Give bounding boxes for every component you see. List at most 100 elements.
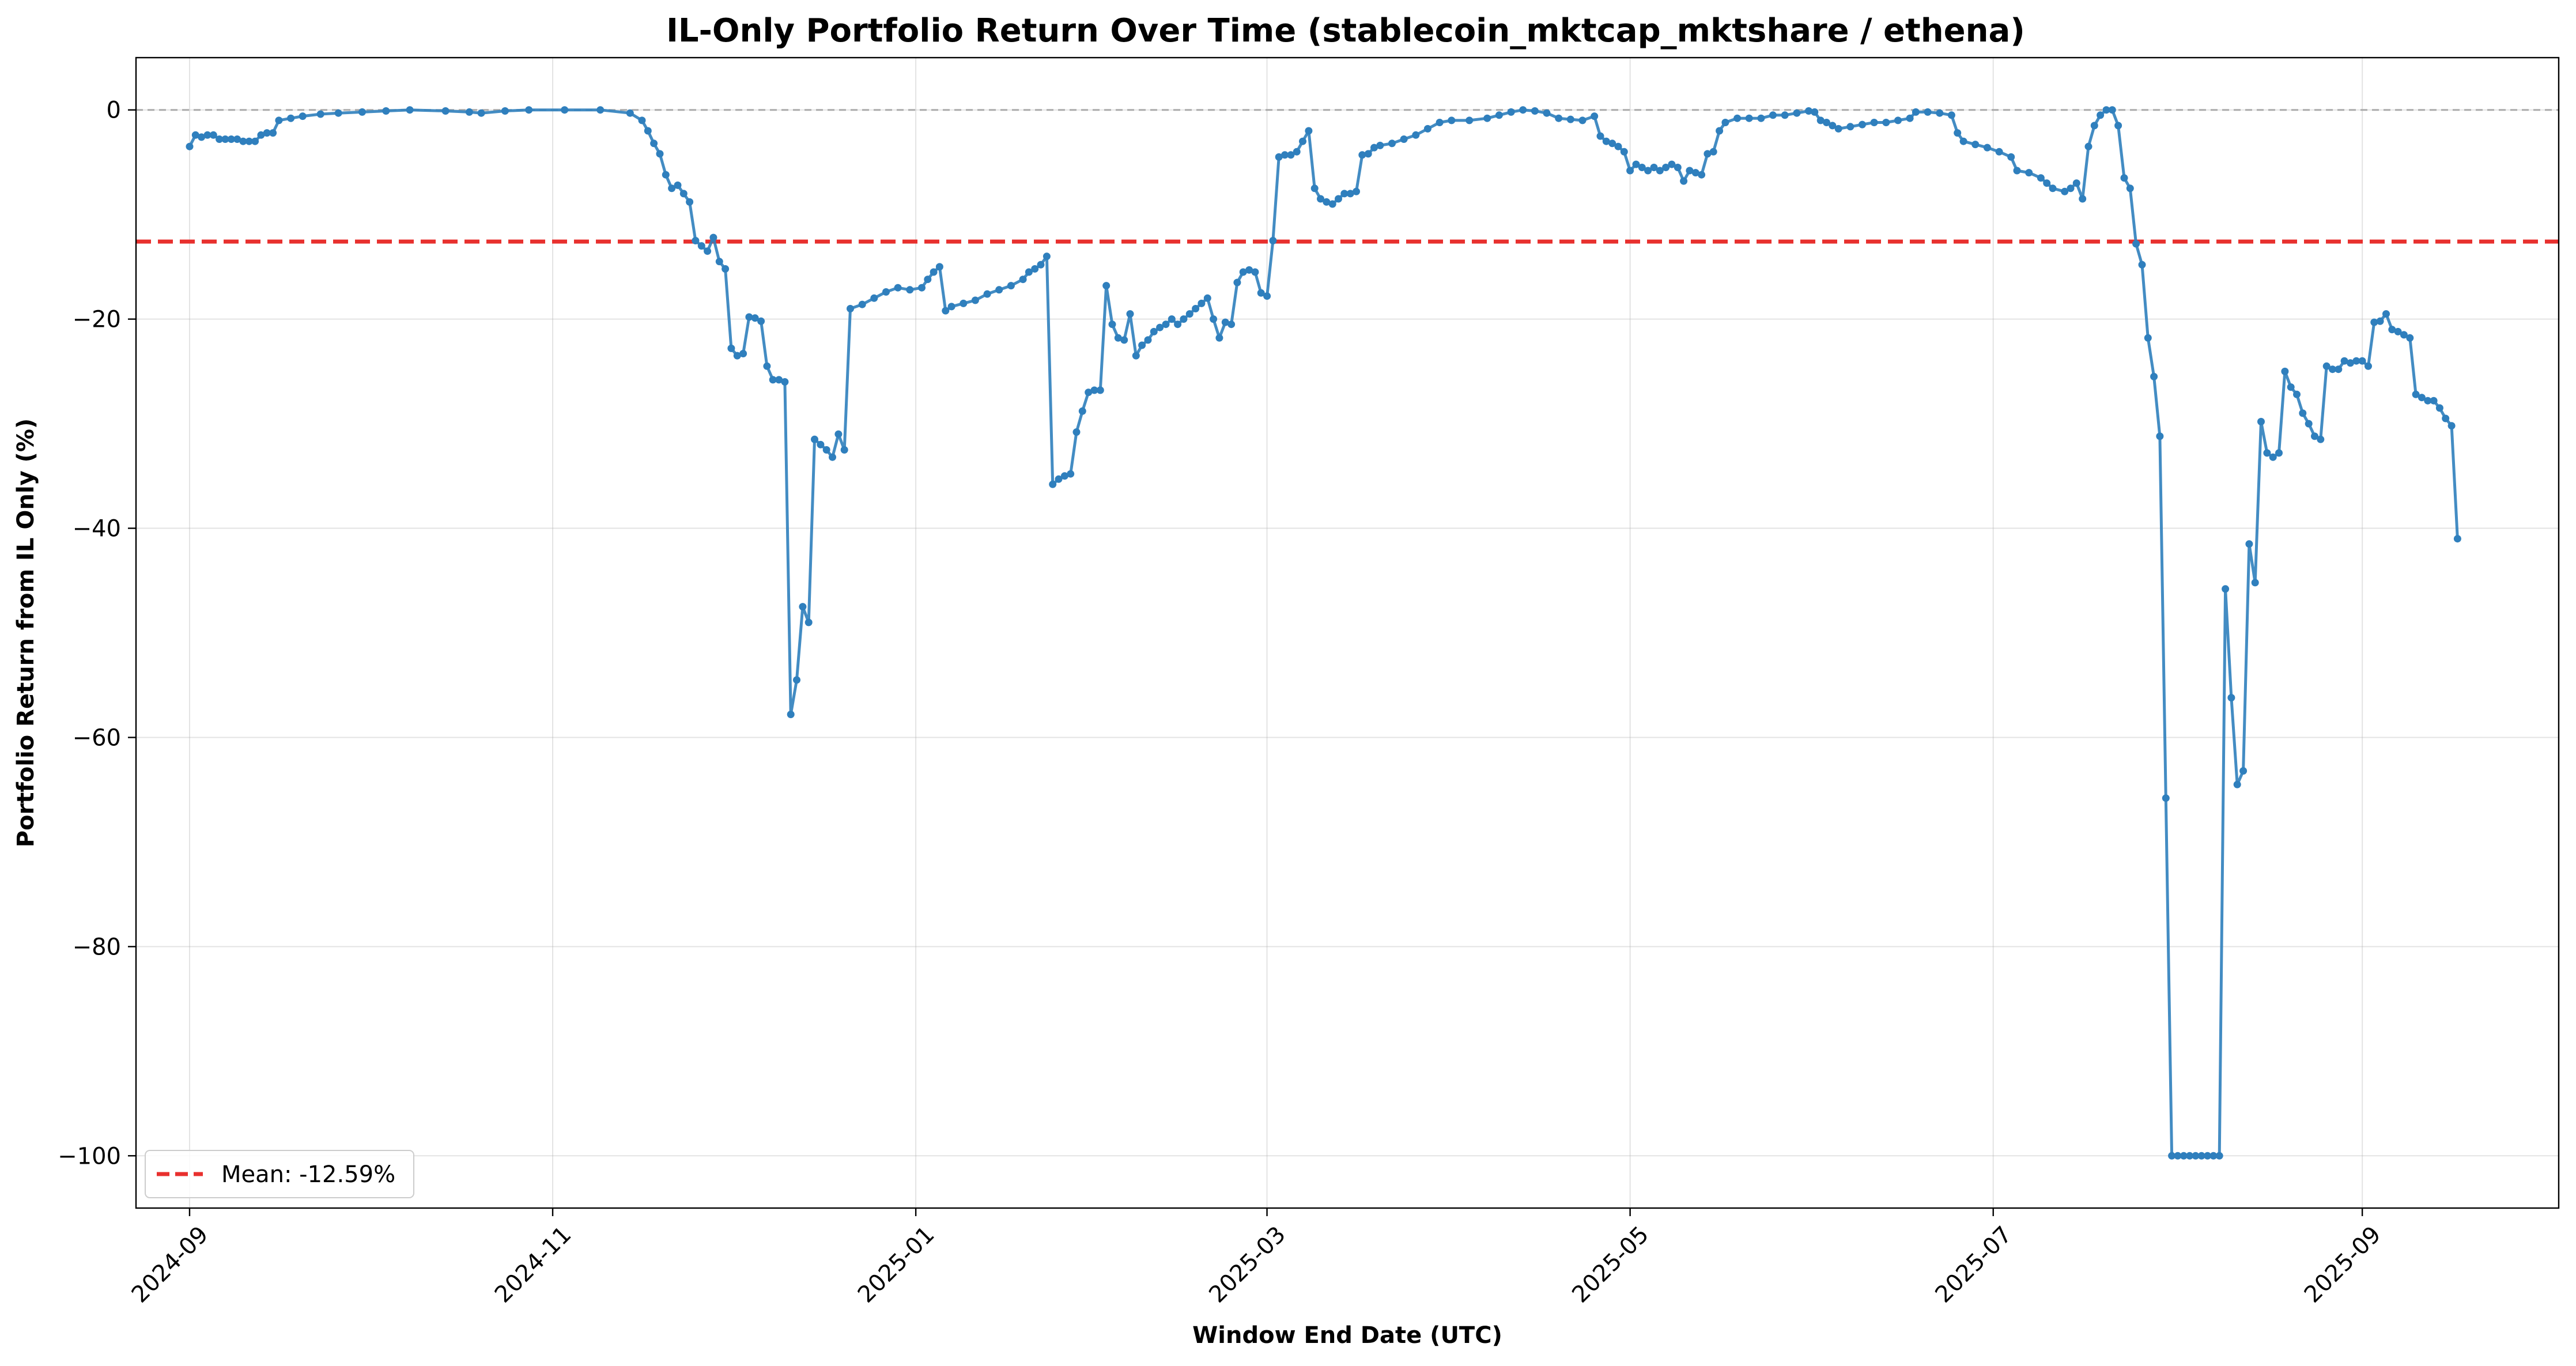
data-point xyxy=(2079,195,2087,203)
data-point xyxy=(2204,1152,2212,1160)
data-point xyxy=(983,290,991,298)
data-point xyxy=(1591,112,1599,120)
data-point xyxy=(894,284,902,292)
data-point xyxy=(679,190,688,198)
data-point xyxy=(1239,268,1247,276)
data-point xyxy=(722,265,730,273)
data-point xyxy=(334,109,342,117)
y-tick-label: −60 xyxy=(73,724,121,751)
data-point xyxy=(1709,148,1717,156)
y-tick-label: −100 xyxy=(58,1143,121,1169)
data-point xyxy=(2043,179,2051,187)
data-point xyxy=(971,296,979,304)
data-point xyxy=(596,106,605,114)
data-point xyxy=(1108,320,1116,329)
data-point xyxy=(847,305,854,312)
data-point xyxy=(769,376,777,384)
data-point xyxy=(1555,114,1563,122)
data-point xyxy=(245,137,253,145)
data-point xyxy=(1221,318,1229,326)
data-point xyxy=(727,344,735,352)
data-point xyxy=(2406,334,2414,342)
data-point xyxy=(1412,131,1420,139)
data-point xyxy=(1757,114,1765,122)
data-point xyxy=(656,150,664,158)
data-point xyxy=(1400,135,1408,143)
data-point xyxy=(709,233,717,241)
data-point xyxy=(942,307,950,315)
legend-box xyxy=(145,1150,414,1198)
data-point xyxy=(1060,472,1068,480)
data-point xyxy=(1834,124,1842,133)
data-point xyxy=(1078,407,1086,415)
data-point xyxy=(745,313,753,321)
data-point xyxy=(2453,535,2461,543)
data-point xyxy=(686,198,694,206)
plot-frame xyxy=(135,56,2560,1209)
data-point xyxy=(918,284,926,292)
data-point xyxy=(1745,114,1753,122)
data-point xyxy=(668,184,676,193)
data-point xyxy=(227,135,235,143)
data-point xyxy=(2394,327,2402,335)
data-point xyxy=(2382,310,2390,318)
data-point xyxy=(704,247,712,255)
y-axis-ticks: 0 −20 −40 −60 −80 −100 xyxy=(58,97,136,1169)
data-point xyxy=(1811,108,1819,116)
data-point xyxy=(1638,164,1646,171)
data-point xyxy=(1816,116,1825,124)
data-point xyxy=(2329,365,2336,373)
data-point xyxy=(829,453,836,461)
data-point xyxy=(1578,116,1587,124)
data-point xyxy=(822,446,830,454)
data-point xyxy=(2347,359,2354,367)
data-point xyxy=(2376,317,2384,325)
data-point xyxy=(2435,404,2443,412)
series-points xyxy=(186,106,2461,1160)
data-point xyxy=(561,106,569,114)
data-point xyxy=(1138,341,1146,349)
data-point xyxy=(1971,141,1980,149)
x-axis-label: Window End Date (UTC) xyxy=(1192,1322,1502,1349)
data-point xyxy=(1269,237,1277,244)
data-point xyxy=(257,131,265,139)
data-point xyxy=(2156,432,2164,440)
data-point xyxy=(1674,164,1682,171)
data-point xyxy=(299,112,307,120)
data-point xyxy=(1198,299,1206,307)
data-point xyxy=(787,711,795,718)
data-point xyxy=(1596,132,1604,140)
data-point xyxy=(2305,420,2313,428)
data-point xyxy=(1031,265,1039,273)
data-point xyxy=(662,171,670,179)
data-point xyxy=(1632,160,1640,168)
data-point xyxy=(186,142,194,150)
data-point xyxy=(1859,120,1866,129)
data-point xyxy=(1686,167,1694,175)
data-point xyxy=(817,440,825,448)
data-point xyxy=(960,299,968,307)
data-point xyxy=(1691,169,1699,177)
data-point xyxy=(209,131,217,139)
data-point xyxy=(870,294,878,302)
data-point xyxy=(2340,357,2348,365)
data-point xyxy=(525,106,533,114)
data-point xyxy=(2365,362,2372,370)
data-point xyxy=(251,137,259,145)
data-point xyxy=(2120,174,2128,182)
data-point xyxy=(2418,394,2426,402)
data-point xyxy=(2424,397,2432,405)
data-point xyxy=(1328,200,1336,208)
data-point xyxy=(1507,108,1515,116)
data-point xyxy=(1025,268,1033,276)
data-point xyxy=(1924,108,1932,116)
data-point xyxy=(1072,428,1081,436)
data-point xyxy=(1733,114,1742,122)
data-point xyxy=(1894,116,1902,124)
data-point xyxy=(1448,116,1456,124)
data-point xyxy=(2114,122,2122,130)
data-point xyxy=(1168,315,1176,323)
data-point xyxy=(1203,294,1211,302)
data-point xyxy=(1662,164,1670,171)
